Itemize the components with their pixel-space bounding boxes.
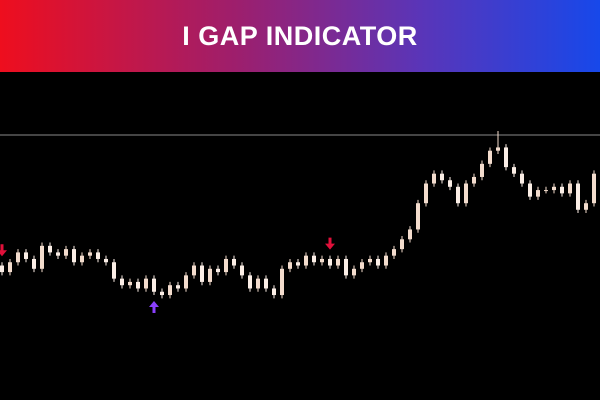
candle-body	[32, 258, 36, 269]
candle-body	[96, 252, 100, 259]
candle-body	[344, 258, 348, 276]
candle-body	[104, 258, 108, 263]
candle-body	[160, 291, 164, 296]
signal-arrow	[325, 237, 335, 250]
candle-body	[192, 265, 196, 276]
candle-body	[120, 278, 124, 286]
candle-body	[472, 176, 476, 184]
candle-body	[544, 190, 548, 192]
candle-body	[328, 258, 332, 266]
candle-body	[168, 285, 172, 296]
candle-body	[224, 258, 228, 273]
candle-body	[272, 288, 276, 296]
candle-body	[248, 275, 252, 289]
candle-body	[416, 203, 420, 230]
candle-body	[560, 186, 564, 194]
candle-body	[288, 262, 292, 269]
candle-body	[368, 258, 372, 263]
candle-body	[80, 255, 84, 263]
chart-title: I GAP INDICATOR	[182, 20, 418, 51]
candle-body	[208, 268, 212, 282]
banner: I GAP INDICATOR	[0, 0, 600, 72]
candle-body	[136, 281, 140, 289]
candle-body	[488, 150, 492, 164]
candle-body	[536, 190, 540, 197]
candle-body	[128, 281, 132, 286]
candle-body	[88, 252, 92, 256]
candle-body	[464, 183, 468, 204]
candle-body	[584, 203, 588, 210]
candle-body	[592, 173, 596, 204]
candle-body	[304, 255, 308, 266]
candle-body	[48, 245, 52, 253]
candle-body	[376, 258, 380, 266]
candle-body	[296, 262, 300, 266]
candle-body	[480, 163, 484, 177]
candle-body	[496, 147, 500, 151]
candle-body	[336, 258, 340, 266]
candle-body	[16, 252, 20, 263]
candle-body	[240, 265, 244, 276]
candle-body	[112, 262, 116, 279]
candle-body	[400, 239, 404, 250]
candle-body	[320, 258, 324, 263]
candle-body	[184, 275, 188, 289]
candle-body	[432, 173, 436, 184]
candle-body	[384, 255, 388, 266]
candle-body	[408, 229, 412, 240]
candle-body	[264, 278, 268, 289]
candle-body	[456, 186, 460, 204]
candle-body	[144, 278, 148, 289]
candle-body	[576, 183, 580, 210]
candle-body	[392, 249, 396, 256]
candle-body	[152, 278, 156, 292]
candle-body	[360, 262, 364, 269]
candle-body	[8, 262, 12, 273]
candle-body	[56, 252, 60, 256]
candle-body	[216, 268, 220, 273]
candle-body	[0, 265, 4, 273]
candle-body	[72, 249, 76, 263]
candle-body	[424, 183, 428, 204]
signal-arrow	[149, 301, 159, 314]
candle-body	[256, 278, 260, 289]
candle-body	[312, 255, 316, 263]
candle-body	[200, 265, 204, 282]
candle-body	[40, 245, 44, 269]
candle-body	[512, 167, 516, 174]
candle-body	[520, 173, 524, 184]
signal-arrow	[0, 244, 7, 257]
candle-body	[504, 147, 508, 168]
candle-body	[448, 180, 452, 187]
candle-body	[64, 249, 68, 256]
candle-body	[528, 183, 532, 197]
candle-body	[232, 258, 236, 266]
candle-body	[568, 183, 572, 194]
candle-body	[24, 252, 28, 259]
candle-body	[176, 285, 180, 289]
candle-body	[552, 186, 556, 191]
candle-body	[352, 268, 356, 276]
candle-body	[440, 173, 444, 181]
candle-body	[280, 268, 284, 296]
